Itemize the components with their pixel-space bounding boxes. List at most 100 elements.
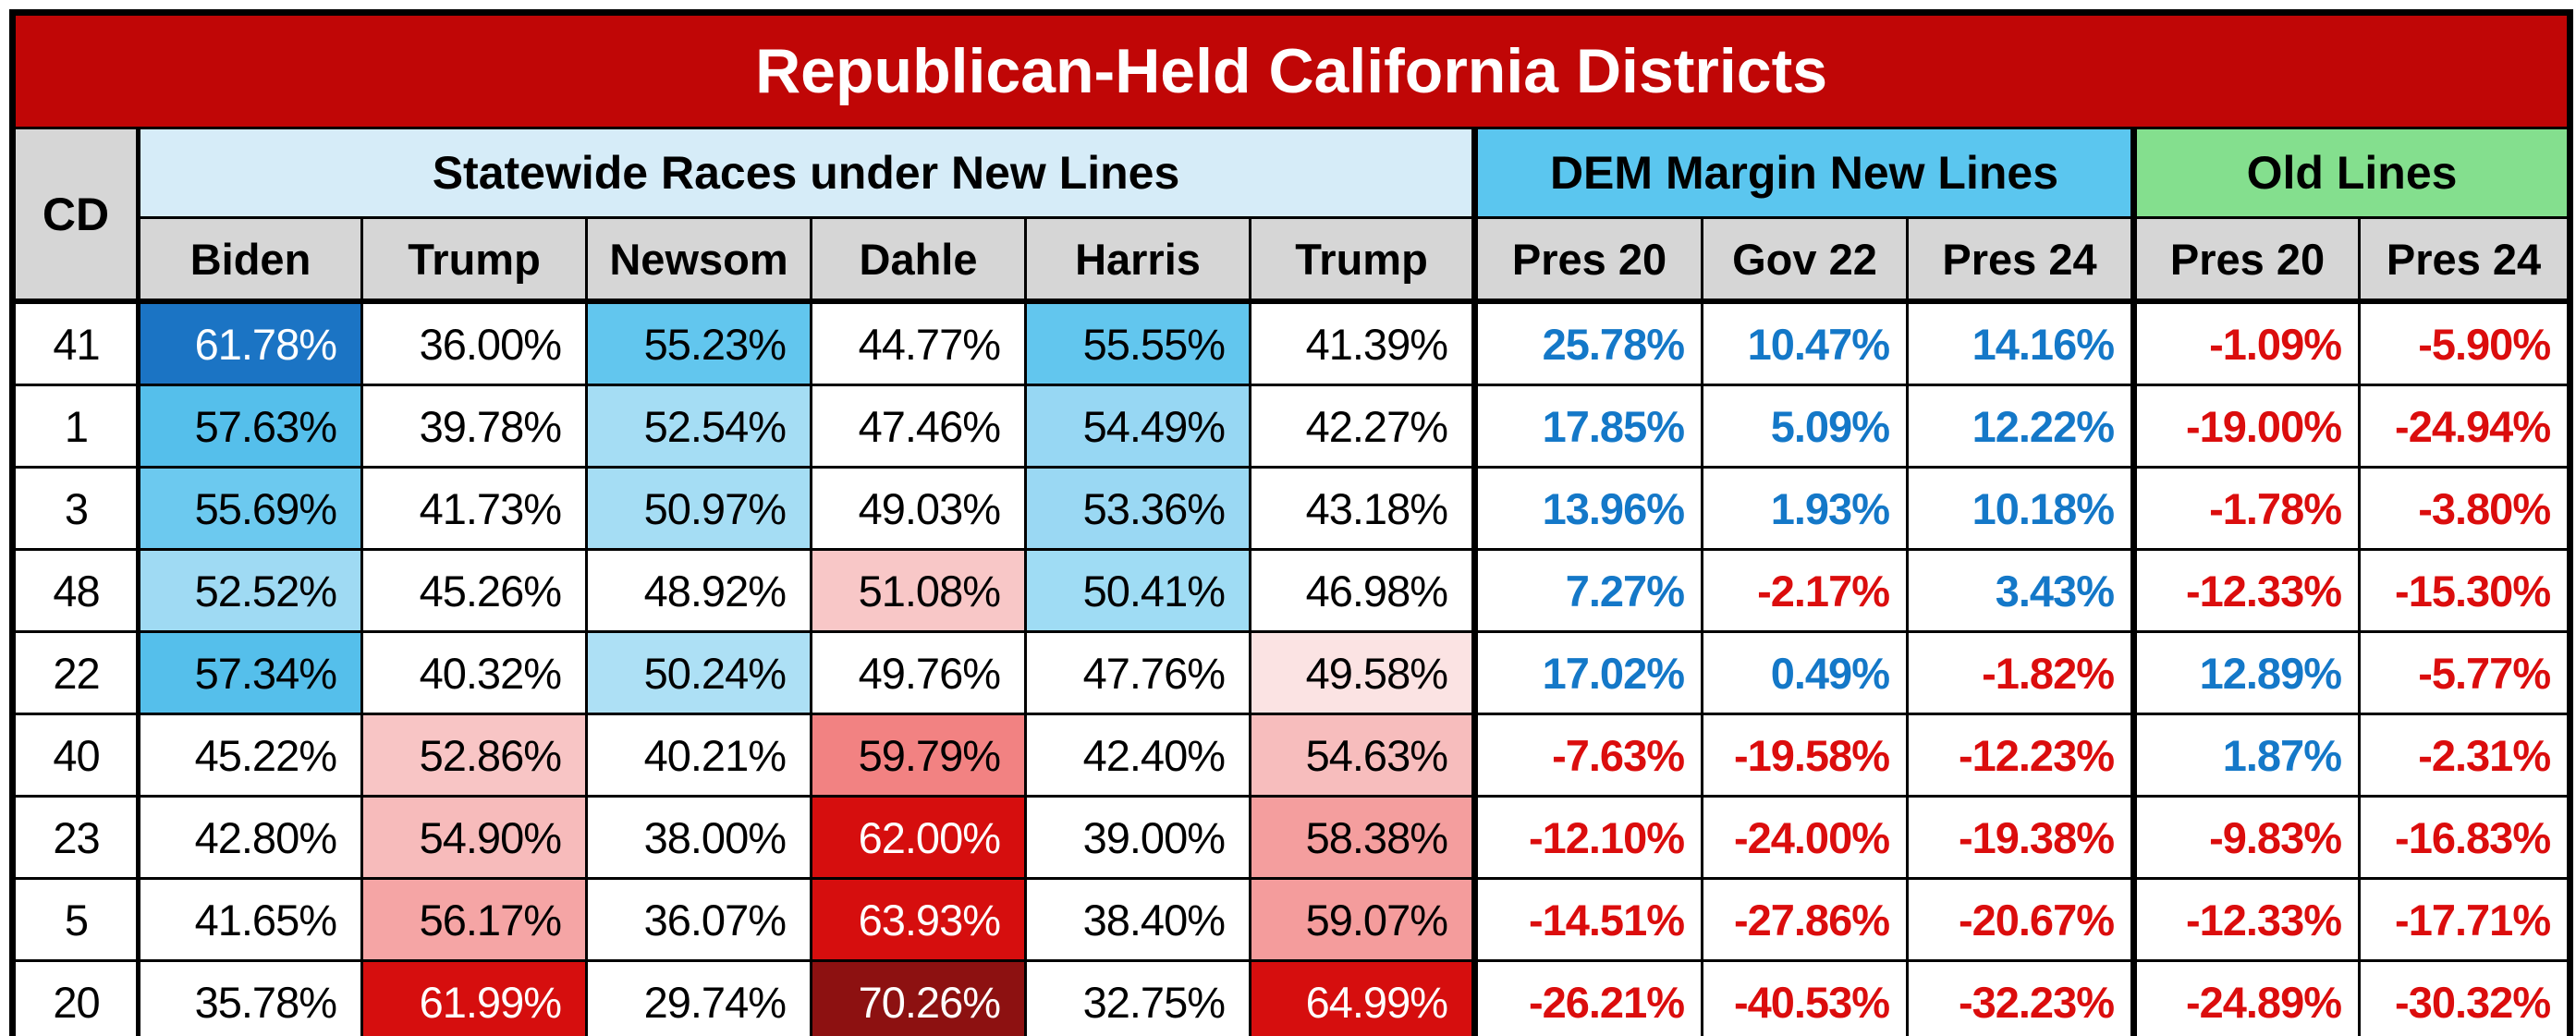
table-body: 41 61.78% 36.00% 55.23% 44.77% 55.55% 41.39% 25… <box>11 299 2572 1036</box>
cell-statewide-biden: 57.63% <box>137 384 363 469</box>
cell-old-pres20: -9.83% <box>2130 795 2361 880</box>
cell-old-pres20: -19.00% <box>2130 384 2361 469</box>
cell-margin-pres24: -12.23% <box>1906 713 2135 798</box>
cell-margin-pres24: -1.82% <box>1906 630 2135 715</box>
column-header-newsom: Newsom <box>585 216 812 304</box>
cell-cd: 1 <box>11 384 140 469</box>
cell-statewide-dahle: 44.77% <box>810 299 1027 386</box>
column-header-biden: Biden <box>137 216 363 304</box>
cell-old-pres24: -16.83% <box>2357 795 2572 880</box>
cell-statewide-biden: 41.65% <box>137 877 363 962</box>
table-row: 3 55.69% 41.73% 50.97% 49.03% 53.36% 43.18% 13.… <box>11 466 2572 551</box>
cell-old-pres24: -15.30% <box>2357 548 2572 633</box>
cell-statewide-harris: 32.75% <box>1024 959 1251 1036</box>
districts-table: Republican-Held California Districts CD … <box>9 9 2574 1036</box>
cell-old-pres24: -5.77% <box>2357 630 2572 715</box>
cell-margin-pres24: 14.16% <box>1906 299 2135 386</box>
cell-margin-pres20: 7.27% <box>1471 548 1703 633</box>
cell-margin-pres24: -32.23% <box>1906 959 2135 1036</box>
cell-statewide-harris: 42.40% <box>1024 713 1251 798</box>
cell-statewide-newsom: 55.23% <box>585 299 812 386</box>
cell-statewide-trump: 41.73% <box>360 466 588 551</box>
cell-margin-gov22: 10.47% <box>1701 299 1909 386</box>
cell-margin-pres20: 13.96% <box>1471 466 1703 551</box>
cell-old-pres24: -3.80% <box>2357 466 2572 551</box>
cell-statewide-dahle: 49.03% <box>810 466 1027 551</box>
cell-statewide-harris: 55.55% <box>1024 299 1251 386</box>
cell-statewide-newsom: 38.00% <box>585 795 812 880</box>
cell-statewide-harris: 54.49% <box>1024 384 1251 469</box>
cell-margin-gov22: -2.17% <box>1701 548 1909 633</box>
table-row: 23 42.80% 54.90% 38.00% 62.00% 39.00% 58.38% -1… <box>11 795 2572 880</box>
cell-statewide-newsom: 36.07% <box>585 877 812 962</box>
cell-cd: 40 <box>11 713 140 798</box>
cell-margin-pres20: 17.85% <box>1471 384 1703 469</box>
cell-statewide-harris: 38.40% <box>1024 877 1251 962</box>
cell-statewide-trump: 46.98% <box>1249 548 1476 633</box>
cell-old-pres20: -12.33% <box>2130 877 2361 962</box>
cell-margin-pres24: 12.22% <box>1906 384 2135 469</box>
cell-statewide-trump: 43.18% <box>1249 466 1476 551</box>
cell-statewide-dahle: 51.08% <box>810 548 1027 633</box>
column-header-margin-pres24: Pres 24 <box>1906 216 2135 304</box>
column-header-margin-gov22: Gov 22 <box>1701 216 1909 304</box>
column-group-row: CD Statewide Races under New Lines DEM M… <box>11 127 2572 304</box>
cell-cd: 22 <box>11 630 140 715</box>
cell-old-pres20: -1.09% <box>2130 299 2361 386</box>
cell-margin-gov22: -24.00% <box>1701 795 1909 880</box>
cell-old-pres24: -5.90% <box>2357 299 2572 386</box>
cell-margin-gov22: -19.58% <box>1701 713 1909 798</box>
cell-statewide-newsom: 50.24% <box>585 630 812 715</box>
cell-old-pres20: -24.89% <box>2130 959 2361 1036</box>
cell-statewide-newsom: 52.54% <box>585 384 812 469</box>
cell-statewide-trump: 61.99% <box>360 959 588 1036</box>
cell-statewide-biden: 57.34% <box>137 630 363 715</box>
cell-statewide-biden: 45.22% <box>137 713 363 798</box>
cell-margin-pres20: 25.78% <box>1471 299 1703 386</box>
cell-cd: 3 <box>11 466 140 551</box>
cell-statewide-trump: 39.78% <box>360 384 588 469</box>
cell-margin-pres24: -19.38% <box>1906 795 2135 880</box>
cell-margin-pres20: 17.02% <box>1471 630 1703 715</box>
cell-statewide-biden: 55.69% <box>137 466 363 551</box>
cell-margin-pres20: -14.51% <box>1471 877 1703 962</box>
cell-old-pres24: -30.32% <box>2357 959 2572 1036</box>
cell-margin-pres20: -26.21% <box>1471 959 1703 1036</box>
cell-statewide-harris: 39.00% <box>1024 795 1251 880</box>
cell-statewide-newsom: 40.21% <box>585 713 812 798</box>
cell-statewide-trump: 64.99% <box>1249 959 1476 1036</box>
table-row: 22 57.34% 40.32% 50.24% 49.76% 47.76% 49.58% 17… <box>11 630 2572 715</box>
table-row: 1 57.63% 39.78% 52.54% 47.46% 54.49% 42.27% 17.… <box>11 384 2572 469</box>
cell-statewide-harris: 50.41% <box>1024 548 1251 633</box>
cell-statewide-newsom: 48.92% <box>585 548 812 633</box>
page-title: Republican-Held California Districts <box>10 11 2572 129</box>
table-row: 40 45.22% 52.86% 40.21% 59.79% 42.40% 54.63% -7… <box>11 713 2572 798</box>
cell-old-pres20: 12.89% <box>2130 630 2361 715</box>
cell-statewide-trump: 54.63% <box>1249 713 1476 798</box>
cell-statewide-biden: 42.80% <box>137 795 363 880</box>
cell-statewide-biden: 61.78% <box>137 299 363 386</box>
cell-statewide-trump: 49.58% <box>1249 630 1476 715</box>
cell-old-pres20: 1.87% <box>2130 713 2361 798</box>
cell-statewide-newsom: 29.74% <box>585 959 812 1036</box>
cell-margin-pres20: -12.10% <box>1471 795 1703 880</box>
table-row: 41 61.78% 36.00% 55.23% 44.77% 55.55% 41.39% 25… <box>11 299 2572 386</box>
cell-cd: 5 <box>11 877 140 962</box>
cell-statewide-harris: 47.76% <box>1024 630 1251 715</box>
column-header-harris: Harris <box>1024 216 1251 304</box>
title-row: Republican-Held California Districts <box>10 11 2572 129</box>
cell-old-pres20: -12.33% <box>2130 548 2361 633</box>
cell-cd: 23 <box>11 795 140 880</box>
cell-cd: 41 <box>11 299 140 386</box>
column-header-cd: CD <box>11 127 140 304</box>
cell-cd: 48 <box>11 548 140 633</box>
cell-statewide-biden: 52.52% <box>137 548 363 633</box>
cell-margin-gov22: 5.09% <box>1701 384 1909 469</box>
column-group-statewide: Statewide Races under New Lines <box>137 127 1476 219</box>
cell-old-pres24: -17.71% <box>2357 877 2572 962</box>
cell-statewide-trump: 58.38% <box>1249 795 1476 880</box>
cell-margin-gov22: -27.86% <box>1701 877 1909 962</box>
cell-statewide-trump: 52.86% <box>360 713 588 798</box>
table-row: 48 52.52% 45.26% 48.92% 51.08% 50.41% 46.98% 7.… <box>11 548 2572 633</box>
